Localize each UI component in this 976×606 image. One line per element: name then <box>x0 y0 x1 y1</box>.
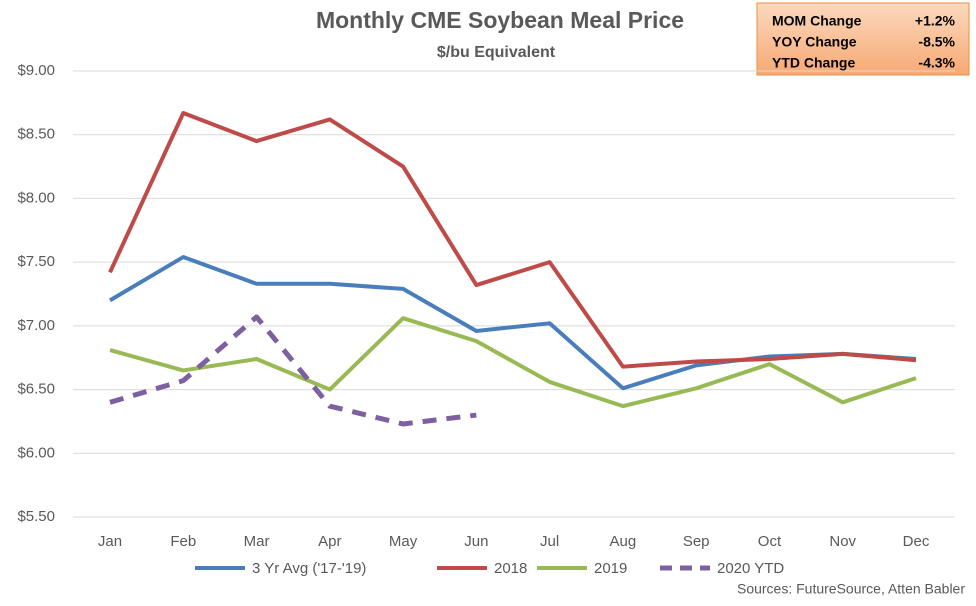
series-line <box>108 111 917 369</box>
legend-label: 3 Yr Avg ('17-'19) <box>252 560 366 577</box>
summary-label: YOY Change <box>772 34 857 50</box>
series-line <box>109 316 917 409</box>
legend-label: 2020 YTD <box>717 560 784 577</box>
y-tick-label: $7.00 <box>17 317 55 334</box>
y-tick-label: $6.00 <box>17 444 55 461</box>
summary-value: -8.5% <box>918 34 955 50</box>
x-tick-label: Jul <box>540 533 559 550</box>
legend-label: 2019 <box>594 560 627 577</box>
y-tick-label: $7.50 <box>17 253 55 270</box>
summary-value: +1.2% <box>915 13 956 29</box>
y-tick-label: $8.50 <box>17 126 55 143</box>
summary-box <box>756 2 970 76</box>
x-tick-label: Nov <box>829 533 856 550</box>
y-tick-label: $9.00 <box>17 62 55 79</box>
legend-label: 2018 <box>494 560 527 577</box>
x-tick-label: May <box>389 533 418 550</box>
summary-label: YTD Change <box>772 55 855 71</box>
series-line <box>108 255 917 391</box>
source: Sources: FutureSource, Atten Babler <box>737 581 965 597</box>
summary-label: MOM Change <box>772 13 862 29</box>
x-tick-label: Mar <box>244 533 270 550</box>
x-tick-label: Sep <box>683 533 710 550</box>
x-tick-label: Dec <box>903 533 930 550</box>
x-tick-label: Feb <box>170 533 196 550</box>
chart-title: Monthly CME Soybean Meal Price <box>316 7 684 33</box>
y-tick-label: $6.50 <box>17 381 55 398</box>
y-tick-label: $5.50 <box>17 508 55 525</box>
x-tick-label: Aug <box>610 533 637 550</box>
x-tick-label: Jun <box>464 533 488 550</box>
x-tick-label: Oct <box>758 533 782 550</box>
x-tick-label: Apr <box>318 533 341 550</box>
chart-subtitle: $/bu Equivalent <box>437 44 556 61</box>
summary-value: -4.3% <box>918 55 955 71</box>
y-tick-label: $8.00 <box>17 189 55 206</box>
x-tick-label: Jan <box>98 533 122 550</box>
series-line <box>109 314 477 427</box>
